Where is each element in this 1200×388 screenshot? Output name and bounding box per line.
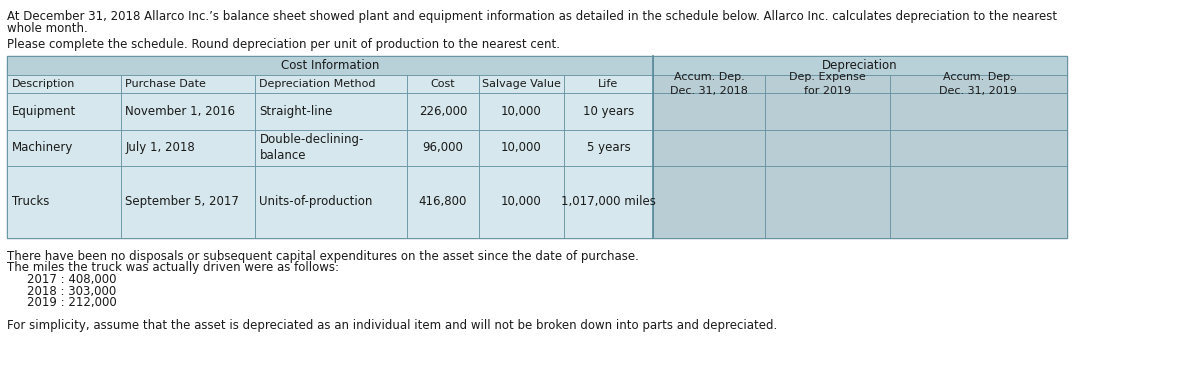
Text: Description: Description: [12, 79, 76, 89]
Text: Units-of-production: Units-of-production: [259, 196, 373, 208]
Text: Accum. Dep.
Dec. 31, 2019: Accum. Dep. Dec. 31, 2019: [940, 73, 1018, 95]
Text: 10,000: 10,000: [500, 196, 541, 208]
Bar: [653, 166, 764, 238]
Bar: [564, 130, 653, 166]
Text: There have been no disposals or subsequent capital expenditures on the asset sin: There have been no disposals or subseque…: [7, 250, 640, 263]
Bar: [407, 130, 479, 166]
Text: 96,000: 96,000: [422, 142, 463, 154]
Bar: [764, 93, 890, 130]
Text: 416,800: 416,800: [419, 196, 467, 208]
Text: 226,000: 226,000: [419, 105, 467, 118]
Bar: [479, 75, 564, 93]
Text: 2019 : 212,000: 2019 : 212,000: [26, 296, 116, 309]
Bar: [7, 166, 121, 238]
Bar: [7, 130, 121, 166]
Bar: [121, 75, 254, 93]
Bar: [121, 93, 254, 130]
Text: Equipment: Equipment: [12, 105, 76, 118]
Bar: [653, 130, 764, 166]
Text: At December 31, 2018 Allarco Inc.’s balance sheet showed plant and equipment inf: At December 31, 2018 Allarco Inc.’s bala…: [7, 10, 1057, 23]
Bar: [254, 75, 407, 93]
Text: 2017 : 408,000: 2017 : 408,000: [26, 273, 116, 286]
Text: 10,000: 10,000: [500, 142, 541, 154]
Text: July 1, 2018: July 1, 2018: [125, 142, 196, 154]
Text: 10,000: 10,000: [500, 105, 541, 118]
Text: Cost Information: Cost Information: [281, 59, 379, 72]
Text: Cost: Cost: [431, 79, 455, 89]
Text: Accum. Dep.
Dec. 31, 2018: Accum. Dep. Dec. 31, 2018: [670, 73, 748, 95]
Text: For simplicity, assume that the asset is depreciated as an individual item and w: For simplicity, assume that the asset is…: [7, 319, 778, 332]
Text: Dep. Expense
for 2019: Dep. Expense for 2019: [790, 73, 866, 95]
Bar: [7, 56, 1067, 238]
Text: 2018 : 303,000: 2018 : 303,000: [26, 284, 116, 298]
Bar: [653, 56, 1067, 75]
Text: whole month.: whole month.: [7, 22, 88, 35]
Bar: [890, 130, 1067, 166]
Bar: [564, 75, 653, 93]
Text: Machinery: Machinery: [12, 142, 73, 154]
Bar: [7, 93, 121, 130]
Text: Straight-line: Straight-line: [259, 105, 332, 118]
Bar: [764, 166, 890, 238]
Text: Depreciation: Depreciation: [822, 59, 898, 72]
Text: 5 years: 5 years: [587, 142, 630, 154]
Bar: [564, 166, 653, 238]
Text: Purchase Date: Purchase Date: [125, 79, 206, 89]
Text: November 1, 2016: November 1, 2016: [125, 105, 235, 118]
Text: Depreciation Method: Depreciation Method: [259, 79, 376, 89]
Text: Salvage Value: Salvage Value: [481, 79, 560, 89]
Text: The miles the truck was actually driven were as follows:: The miles the truck was actually driven …: [7, 262, 340, 274]
Bar: [407, 75, 479, 93]
Bar: [7, 75, 121, 93]
Bar: [764, 130, 890, 166]
Text: 10 years: 10 years: [583, 105, 634, 118]
Text: Please complete the schedule. Round depreciation per unit of production to the n: Please complete the schedule. Round depr…: [7, 38, 560, 51]
Bar: [479, 130, 564, 166]
Bar: [890, 93, 1067, 130]
Bar: [407, 166, 479, 238]
Text: Trucks: Trucks: [12, 196, 49, 208]
Bar: [479, 166, 564, 238]
Bar: [121, 130, 254, 166]
Text: Double-declining-
balance: Double-declining- balance: [259, 133, 364, 163]
Bar: [653, 75, 764, 93]
Bar: [254, 93, 407, 130]
Text: September 5, 2017: September 5, 2017: [125, 196, 239, 208]
Bar: [254, 166, 407, 238]
Bar: [407, 93, 479, 130]
Bar: [564, 93, 653, 130]
Bar: [764, 75, 890, 93]
Bar: [890, 166, 1067, 238]
Bar: [121, 166, 254, 238]
Text: Life: Life: [599, 79, 618, 89]
Bar: [479, 93, 564, 130]
Bar: [254, 130, 407, 166]
Bar: [890, 75, 1067, 93]
Bar: [7, 56, 653, 75]
Bar: [653, 93, 764, 130]
Text: 1,017,000 miles: 1,017,000 miles: [560, 196, 656, 208]
